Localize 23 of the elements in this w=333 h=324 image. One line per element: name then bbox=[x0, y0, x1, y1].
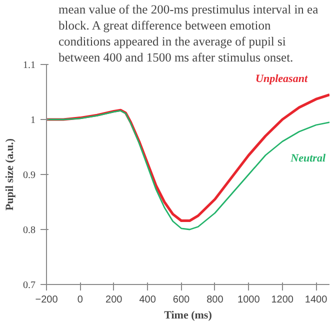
x-tick-label: 1000 bbox=[238, 294, 260, 306]
x-tick-label: 400 bbox=[139, 294, 156, 306]
x-tick-label: 0 bbox=[77, 294, 84, 306]
series-label: Neutral bbox=[290, 152, 326, 164]
x-tick-label: −200 bbox=[35, 294, 58, 306]
y-tick-label: 1 bbox=[30, 115, 36, 126]
text: conditions appeared in the average of pupil si bbox=[58, 34, 286, 48]
text: mean value of the 200-ms prestimulus interval in ea bbox=[58, 2, 319, 16]
x-tick-label: 200 bbox=[106, 294, 123, 306]
x-tick-label: 600 bbox=[172, 294, 190, 306]
series-label: Unpleasant bbox=[256, 72, 308, 85]
y-tick-label: 1.1 bbox=[23, 60, 36, 71]
y-axis-title: Pupil size (a.u.) bbox=[4, 138, 16, 211]
x-tick-label: 800 bbox=[206, 294, 224, 306]
x-axis-title: Time (ms) bbox=[164, 310, 212, 322]
y-tick-label: 0.8 bbox=[23, 225, 36, 236]
y-tick-label: 0.7 bbox=[23, 280, 36, 291]
x-tick-label: 1400 bbox=[304, 294, 328, 306]
line-series bbox=[46, 110, 330, 230]
y-tick-label: 0.9 bbox=[23, 170, 36, 181]
x-tick-label: 1200 bbox=[271, 294, 294, 306]
text: block. A great difference between emotion bbox=[58, 18, 272, 32]
annotation: between 400 and 1500 ms after stimulus onset. bbox=[58, 50, 294, 64]
